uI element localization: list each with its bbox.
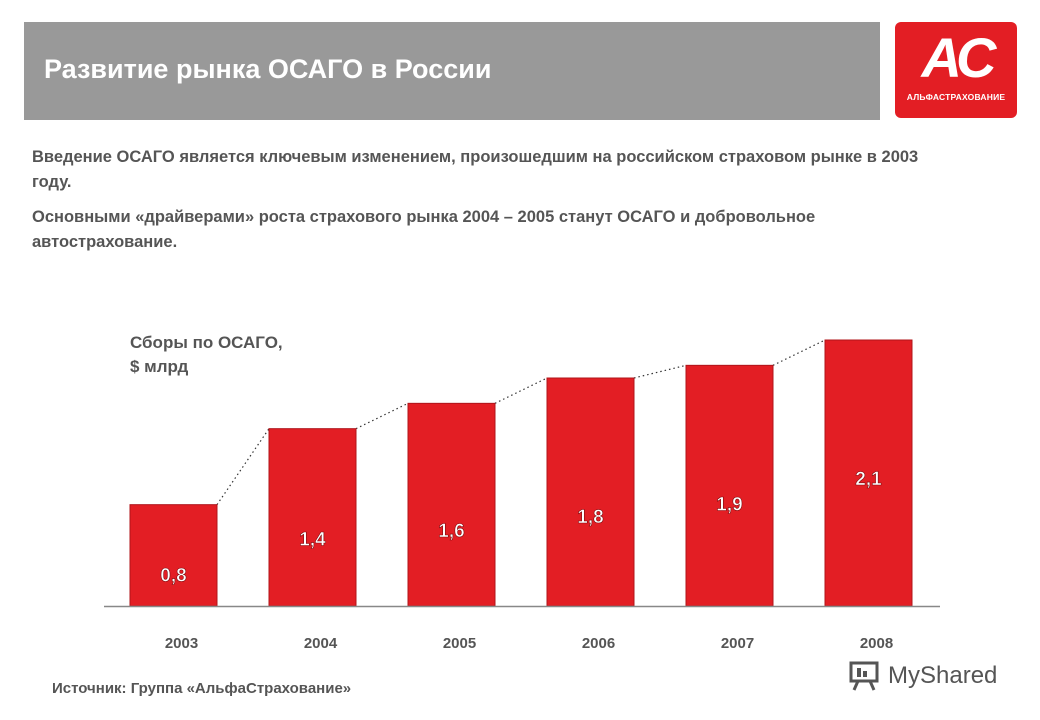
data-label: 1,8 bbox=[577, 507, 603, 528]
intro-paragraph-2: Основными «драйверами» роста страхового … bbox=[32, 208, 816, 251]
connector-lines bbox=[216, 339, 826, 506]
logo-mark: AC bbox=[921, 26, 997, 89]
bars bbox=[129, 339, 913, 607]
watermark-text: MyShared bbox=[888, 662, 998, 689]
data-labels: 0,8 1,4 1,6 1,8 1,9 2,1 bbox=[160, 469, 882, 587]
bar bbox=[546, 377, 635, 607]
x-tick-label: 2007 bbox=[721, 635, 754, 652]
watermark: MyShared bbox=[848, 656, 997, 696]
data-label: 1,6 bbox=[438, 521, 464, 542]
company-logo: AC АЛЬФАСТРАХОВАНИЕ bbox=[895, 22, 1017, 118]
page-title: Развитие рынка ОСАГО в России bbox=[44, 54, 492, 84]
bar bbox=[129, 504, 218, 607]
data-label: 1,9 bbox=[716, 494, 742, 515]
chart-title-line: Сборы по ОСАГО, bbox=[130, 333, 283, 352]
logo-text: АЛЬФАСТРАХОВАНИЕ bbox=[906, 92, 1006, 102]
x-tick-label: 2004 bbox=[304, 635, 338, 652]
x-tick-label: 2005 bbox=[443, 635, 476, 652]
header-bar: Развитие рынка ОСАГО в России bbox=[24, 22, 880, 120]
bar bbox=[407, 402, 496, 607]
connector-line bbox=[216, 428, 270, 506]
presentation-board-icon bbox=[849, 661, 879, 691]
intro-paragraph-1: Введение ОСАГО является ключевым изменен… bbox=[32, 148, 919, 191]
x-tick-label: 2008 bbox=[860, 635, 893, 652]
x-tick-labels: 2003 2004 2005 2006 2007 2008 bbox=[165, 635, 893, 652]
connector-line bbox=[633, 364, 687, 379]
bar bbox=[824, 339, 913, 607]
data-label: 2,1 bbox=[855, 469, 882, 490]
chart-title: Сборы по ОСАГО, $ млрд bbox=[130, 333, 283, 376]
data-label: 0,8 bbox=[160, 566, 186, 587]
source-note: Источник: Группа «АльфаСтрахование» bbox=[52, 680, 352, 697]
connector-line bbox=[772, 339, 826, 366]
bar bbox=[268, 428, 357, 607]
x-tick-label: 2006 bbox=[582, 635, 615, 652]
data-label: 1,4 bbox=[299, 530, 326, 551]
connector-line bbox=[494, 377, 548, 404]
intro-text: Введение ОСАГО является ключевым изменен… bbox=[32, 145, 932, 265]
bar bbox=[685, 364, 774, 607]
connector-line bbox=[355, 402, 409, 430]
chart-title-line: $ млрд bbox=[130, 357, 189, 376]
x-tick-label: 2003 bbox=[165, 635, 198, 652]
